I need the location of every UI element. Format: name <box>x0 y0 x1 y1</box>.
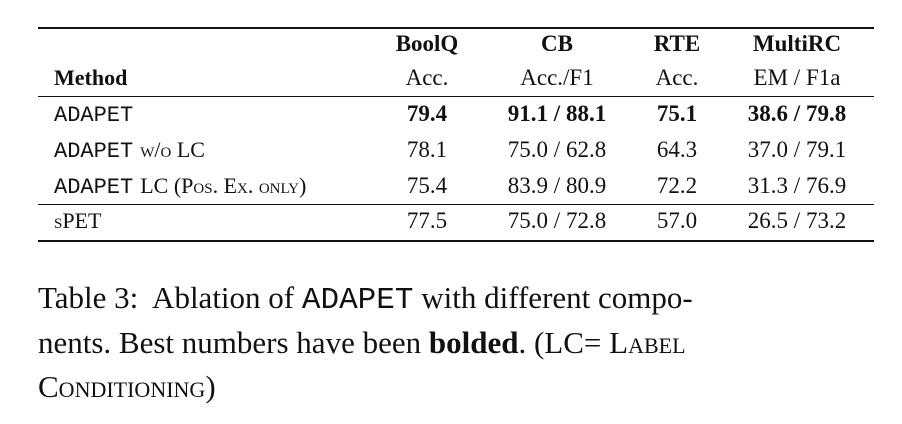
column-header: BoolQ <box>395 31 459 56</box>
caption-line: Conditioning) <box>38 369 874 405</box>
caption-line: Table 3: Ablation of ADAPET with differe… <box>38 280 874 319</box>
method-cell: sPET <box>54 207 101 235</box>
value-cell: 26.5 / 73.2 <box>747 208 847 233</box>
caption-text: . (LC= <box>518 325 610 360</box>
column-subheader: Acc. <box>405 65 449 90</box>
value-cell: 91.1 / 88.1 <box>507 101 607 126</box>
method-cell: ADAPET LC (Pos. Ex. only) <box>54 172 306 202</box>
method-cell: ADAPET w/o LC <box>54 136 205 166</box>
row-rule <box>38 204 874 205</box>
method-part: ADAPET <box>54 103 134 128</box>
column-header: CB <box>541 31 573 56</box>
value-cell: 72.2 <box>656 173 698 198</box>
caption-text: bolded <box>428 325 519 360</box>
top-rule <box>38 27 874 29</box>
mid-rule <box>38 96 874 97</box>
method-part: LC (Pos. Ex. only) <box>140 173 307 198</box>
value-cell: 57.0 <box>656 208 698 233</box>
bottom-rule <box>38 240 874 242</box>
value-cell: 37.0 / 79.1 <box>747 137 847 162</box>
method-cell: ADAPET <box>54 100 133 130</box>
value-cell: 75.4 <box>406 173 448 198</box>
caption-text: Label <box>609 325 686 360</box>
value-cell: 64.3 <box>656 137 698 162</box>
caption-text: nents. Best numbers have been <box>38 325 429 360</box>
caption-text: Conditioning <box>38 369 206 404</box>
method-part: ADAPET <box>54 175 134 200</box>
value-cell: 75.0 / 72.8 <box>507 208 607 233</box>
value-cell: 83.9 / 80.9 <box>507 173 607 198</box>
value-cell: 38.6 / 79.8 <box>747 101 847 126</box>
value-cell: 75.1 <box>656 101 698 126</box>
caption-line: nents. Best numbers have been bolded. (L… <box>38 325 874 361</box>
caption-text: ADAPET <box>301 283 414 318</box>
value-cell: 78.1 <box>406 137 448 162</box>
column-subheader: Acc./F1 <box>520 65 594 90</box>
column-header: MultiRC <box>752 31 842 56</box>
method-part: ADAPET <box>54 139 134 164</box>
caption-text: ) <box>205 369 216 404</box>
method-header: Method <box>54 65 128 90</box>
value-cell: 77.5 <box>406 208 448 233</box>
caption-text: with different compo- <box>413 280 693 315</box>
method-part: sPET <box>54 208 102 233</box>
value-cell: 79.4 <box>406 101 448 126</box>
column-subheader: Acc. <box>655 65 699 90</box>
column-subheader: EM / F1a <box>753 65 841 90</box>
caption-text: Table 3: Ablation of <box>38 280 302 315</box>
method-part: w/o LC <box>140 137 205 162</box>
column-header: RTE <box>653 31 701 56</box>
value-cell: 75.0 / 62.8 <box>507 137 607 162</box>
value-cell: 31.3 / 76.9 <box>747 173 847 198</box>
